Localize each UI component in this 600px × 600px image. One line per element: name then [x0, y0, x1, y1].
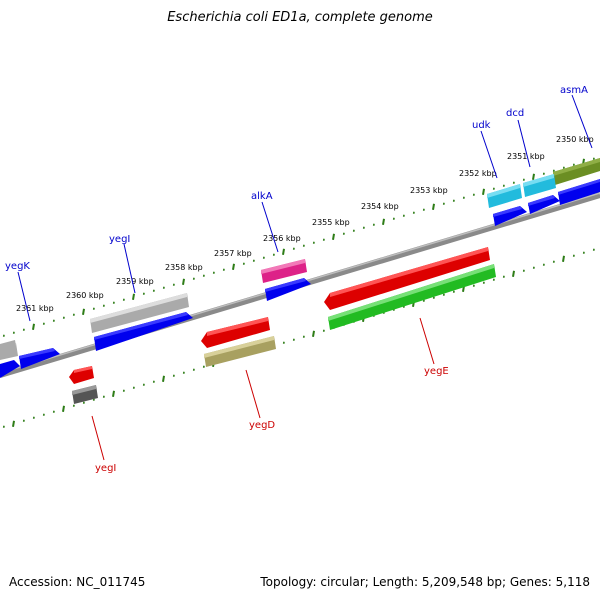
tick-label-2357: 2357 kbp: [214, 249, 252, 258]
tick-label-2350: 2350 kbp: [556, 135, 594, 144]
tick-label-2353: 2353 kbp: [410, 186, 448, 195]
major-tick: [112, 390, 115, 397]
major-tick: [312, 330, 315, 337]
tick-label-2354: 2354 kbp: [361, 202, 399, 211]
reverse-genes-row1: [69, 247, 490, 384]
gene-label-yegD[interactable]: yegD: [249, 420, 275, 431]
blue-feature-7[interactable]: [0, 360, 20, 378]
tick-label-2355: 2355 kbp: [312, 218, 350, 227]
major-tick: [82, 308, 85, 315]
forward-genes-row1: [0, 158, 600, 360]
blue-feature-5[interactable]: [94, 312, 193, 351]
gene-label-alkA[interactable]: alkA: [251, 191, 273, 202]
gene-label-asmA[interactable]: asmA: [560, 85, 588, 96]
tick-label-2361: 2361 kbp: [16, 304, 54, 313]
accession-text: Accession: NC_011745: [9, 575, 146, 589]
major-tick: [562, 255, 565, 262]
major-tick: [32, 323, 35, 330]
reverse-genes-row2: [72, 264, 496, 404]
tick-labels: 2350 kbp 2351 kbp 2352 kbp 2353 kbp 2354…: [16, 135, 594, 313]
tick-label-2351: 2351 kbp: [507, 152, 545, 161]
major-tick: [12, 420, 15, 427]
gene-label-udk[interactable]: udk: [472, 120, 491, 131]
grey-feature-left[interactable]: [0, 340, 17, 356]
bottom-label-leaders: [91, 317, 435, 461]
gene-yegE-red[interactable]: [324, 247, 490, 310]
major-tick: [282, 248, 285, 255]
tick-label-2358: 2358 kbp: [165, 263, 203, 272]
major-tick: [512, 270, 515, 277]
forward-genes-row2: [0, 179, 600, 378]
gene-label-yegI-top[interactable]: yegI: [109, 234, 130, 245]
gene-label-yegE[interactable]: yegE: [424, 366, 449, 377]
top-tick-track: [2, 157, 595, 337]
blue-feature-2[interactable]: [528, 195, 560, 214]
major-tick: [432, 203, 435, 210]
blue-feature-3[interactable]: [493, 206, 527, 226]
tick-label-2352: 2352 kbp: [459, 169, 497, 178]
gene-labels: asmA dcd udk alkA yegI yegK yegE yegD ye…: [5, 85, 588, 474]
major-tick: [182, 278, 185, 285]
top-label-leaders: [17, 94, 593, 322]
tick-label-2360: 2360 kbp: [66, 291, 104, 300]
blue-feature-6[interactable]: [19, 348, 60, 369]
map-title: Escherichia coli ED1a, complete genome: [167, 10, 433, 25]
topology-text: Topology: circular; Length: 5,209,548 bp…: [260, 575, 590, 589]
major-tick: [382, 218, 385, 225]
bottom-tick-track: [2, 248, 595, 428]
gene-label-dcd[interactable]: dcd: [506, 108, 524, 119]
major-tick: [62, 405, 65, 412]
gene-label-yegI-bottom[interactable]: yegI: [95, 463, 116, 474]
major-tick: [132, 293, 135, 300]
major-tick: [332, 233, 335, 240]
major-tick: [162, 375, 165, 382]
blue-feature-4[interactable]: [265, 278, 311, 301]
major-tick: [532, 173, 535, 180]
major-tick: [482, 188, 485, 195]
blue-feature-1[interactable]: [558, 179, 600, 205]
tick-label-2359: 2359 kbp: [116, 277, 154, 286]
tick-label-2356: 2356 kbp: [263, 234, 301, 243]
gene-label-yegK[interactable]: yegK: [5, 261, 30, 272]
major-tick: [232, 263, 235, 270]
